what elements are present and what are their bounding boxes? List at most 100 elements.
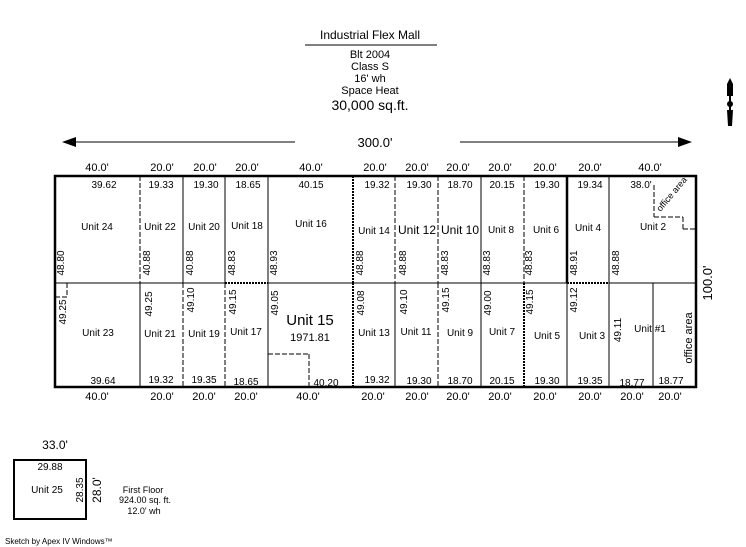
unit-label: Unit #1 <box>634 324 666 335</box>
first-floor-width: 33.0' <box>42 438 68 452</box>
top-dimension: 20.0' <box>235 162 259 174</box>
top-dimension: 20.0' <box>363 162 387 174</box>
bottom-dimension: 20.0' <box>488 391 512 403</box>
overall-width-dimension <box>62 137 692 147</box>
first-floor-area: 924.00 sq. ft. <box>119 495 171 505</box>
unit-depth: 48.83 <box>482 250 493 275</box>
unit-label: Unit 4 <box>575 223 602 234</box>
unit-depth: 48.83 <box>227 250 238 275</box>
unit-depth: 49.15 <box>228 289 239 314</box>
unit-label: Unit 18 <box>231 221 263 232</box>
top-dimension: 40.0' <box>638 162 662 174</box>
unit-25-label: Unit 25 <box>31 485 63 496</box>
unit-depth: 49.10 <box>186 287 197 312</box>
first-floor-inner-depth: 28.35 <box>75 477 86 502</box>
unit-label: Unit 7 <box>489 327 516 338</box>
office-area-label: office area <box>654 175 689 214</box>
unit-depth: 49.08 <box>356 290 367 315</box>
unit-width: 19.33 <box>148 180 173 191</box>
bottom-dimension: 20.0' <box>578 391 602 403</box>
top-dimension: 20.0' <box>488 162 512 174</box>
unit-label: Unit 12 <box>398 223 436 237</box>
bottom-dimension: 20.0' <box>620 391 644 403</box>
unit-label: Unit 5 <box>534 331 561 342</box>
bottom-dimension: 20.0' <box>533 391 557 403</box>
unit-width: 19.30 <box>193 180 218 191</box>
unit-width: 18.65 <box>235 180 260 191</box>
bottom-dimension: 40.0' <box>85 391 109 403</box>
unit-label: Unit 10 <box>441 223 479 237</box>
top-dimension: 20.0' <box>150 162 174 174</box>
wall-height: 16' wh <box>354 73 385 85</box>
unit-depth: 48.83 <box>440 250 451 275</box>
unit-width: 18.77 <box>619 378 644 389</box>
top-dimension: 20.0' <box>578 162 602 174</box>
unit-width: 18.77 <box>658 376 683 387</box>
unit-label: Unit 3 <box>579 331 606 342</box>
arrow-right-icon <box>678 137 692 147</box>
built-year: Blt 2004 <box>350 49 390 61</box>
unit-width: 39.62 <box>91 180 116 191</box>
unit-width: 19.30 <box>406 180 431 191</box>
unit-depth: 40.88 <box>185 250 196 275</box>
unit-depth: 49.10 <box>399 289 410 314</box>
unit-label: Unit 17 <box>230 327 262 338</box>
unit-15-area: 1971.81 <box>290 332 330 344</box>
unit-width: 20.15 <box>489 180 514 191</box>
heat-type: Space Heat <box>341 85 398 97</box>
unit-label: Unit 9 <box>447 328 474 339</box>
unit-label: Unit 16 <box>295 219 327 230</box>
unit-label: Unit 11 <box>401 327 432 338</box>
unit-width: 19.30 <box>406 376 431 387</box>
unit-label: Unit 13 <box>358 328 390 339</box>
unit-depth: 49.00 <box>483 290 494 315</box>
bottom-dimension: 20.0' <box>234 391 258 403</box>
unit-depth: 48.88 <box>398 250 409 275</box>
unit-label: Unit 23 <box>82 328 114 339</box>
unit-label: Unit 6 <box>533 225 560 236</box>
unit-depth: 49.25 <box>58 299 69 324</box>
unit-walls <box>55 176 696 387</box>
unit-width: 40.15 <box>298 180 323 191</box>
building-class: Class S <box>351 61 389 73</box>
bottom-dimension: 20.0' <box>361 391 385 403</box>
first-floor-inner-width: 29.88 <box>37 462 62 473</box>
unit-width: 19.30 <box>534 376 559 387</box>
top-dimension: 20.0' <box>405 162 429 174</box>
unit-width: 39.64 <box>90 376 115 387</box>
unit-width: 19.32 <box>148 375 173 386</box>
unit-label: Unit 20 <box>188 222 220 233</box>
plan-title: Industrial Flex Mall <box>320 28 420 42</box>
unit-depth: 48.83 <box>524 250 535 275</box>
unit-depth: 49.25 <box>144 291 155 316</box>
unit-width: 19.35 <box>191 375 216 386</box>
north-arrow-icon <box>727 78 733 126</box>
unit-depth: 49.15 <box>441 287 452 312</box>
unit-label: Unit 22 <box>144 222 176 233</box>
bottom-dimension: 20.0' <box>405 391 429 403</box>
unit-width: 18.70 <box>447 376 472 387</box>
top-dimension: 40.0' <box>85 162 109 174</box>
unit-width: 19.30 <box>534 180 559 191</box>
top-dimension: 40.0' <box>299 162 323 174</box>
unit-label: Unit 24 <box>81 222 113 233</box>
bottom-dimension: 20.0' <box>192 391 216 403</box>
unit-width: 38.0' <box>630 180 651 191</box>
unit-depth: 48.91 <box>569 250 580 275</box>
unit-label: Unit 19 <box>188 329 220 340</box>
unit-depth: 49.11 <box>613 317 624 342</box>
unit-label: Unit 8 <box>488 225 515 236</box>
unit-depth: 49.15 <box>525 289 536 314</box>
unit-depth: 48.80 <box>56 250 67 275</box>
unit-label: Unit 21 <box>144 329 176 340</box>
top-dimension: 20.0' <box>446 162 470 174</box>
unit-width: 18.65 <box>233 377 258 388</box>
building-outline <box>53 174 698 389</box>
bottom-dimension: 20.0' <box>658 391 682 403</box>
unit-depth: 48.88 <box>355 250 366 275</box>
unit-width: 19.32 <box>364 180 389 191</box>
overall-width: 300.0' <box>357 135 392 150</box>
unit-depth: 48.93 <box>269 250 280 275</box>
unit-width: 18.70 <box>447 180 472 191</box>
